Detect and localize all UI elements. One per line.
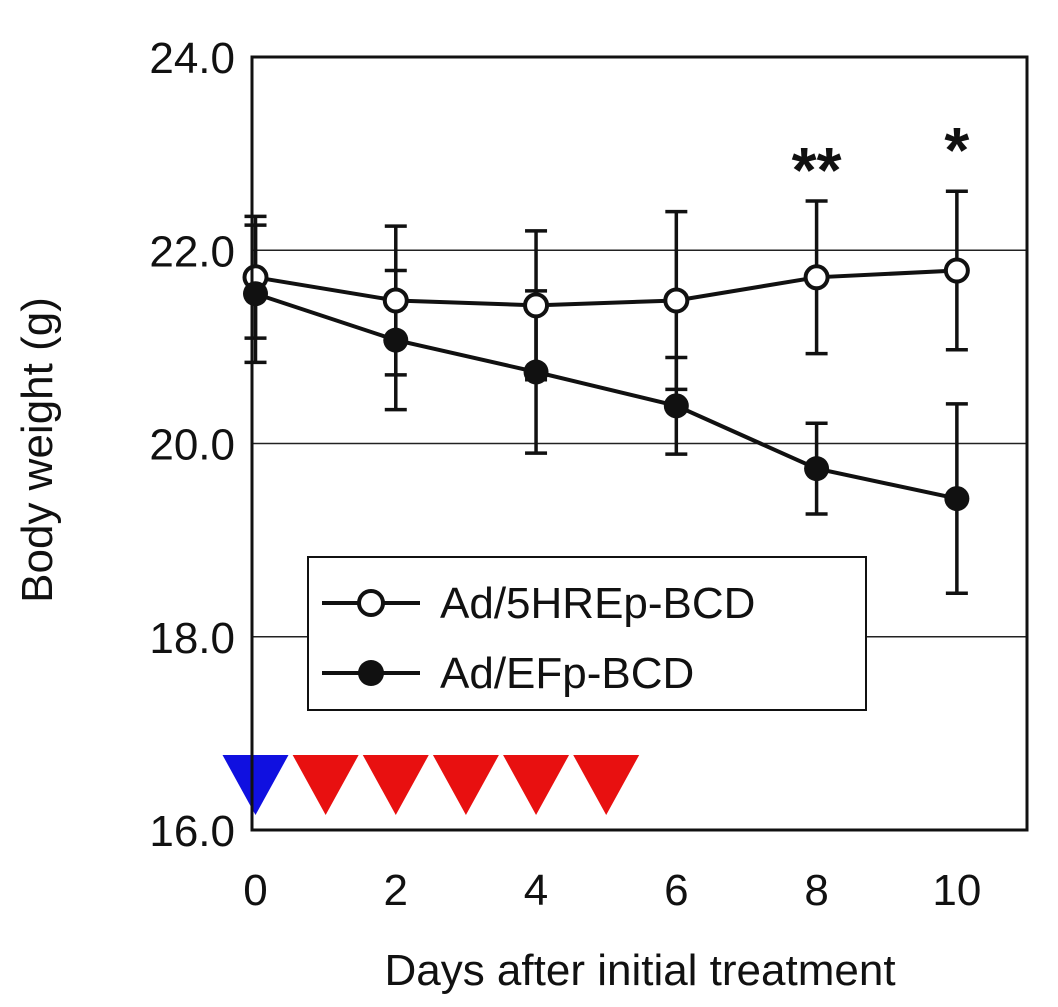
treatment-triangle bbox=[292, 755, 359, 815]
x-tick-labels: 0 2 4 6 8 10 bbox=[243, 866, 981, 915]
y-tick-label: 22.0 bbox=[149, 227, 235, 276]
treatment-triangle bbox=[362, 755, 429, 815]
y-tick-label: 24.0 bbox=[149, 34, 235, 83]
data-point-filled bbox=[804, 456, 830, 482]
y-axis-label: Body weight (g) bbox=[13, 297, 62, 603]
x-tick-label: 2 bbox=[384, 866, 408, 915]
x-tick-label: 8 bbox=[804, 866, 828, 915]
treatment-triangle bbox=[222, 755, 289, 815]
legend-marker-filled bbox=[358, 660, 384, 686]
data-point-filled bbox=[383, 327, 409, 353]
data-point-filled bbox=[663, 393, 689, 419]
series-lines bbox=[254, 268, 958, 501]
legend-box bbox=[307, 556, 867, 711]
plot-frame bbox=[250, 55, 1029, 832]
y-tick-labels: 16.0 18.0 20.0 22.0 24.0 bbox=[149, 34, 235, 856]
x-tick-label: 10 bbox=[932, 866, 981, 915]
series-line bbox=[254, 291, 958, 501]
series-line bbox=[255, 268, 957, 308]
data-point-open bbox=[803, 264, 830, 291]
treatment-triangle bbox=[503, 755, 570, 815]
legend: Ad/5HREp-BCD Ad/EFp-BCD bbox=[307, 556, 867, 711]
x-tick-label: 6 bbox=[664, 866, 688, 915]
legend-marker-open bbox=[357, 589, 385, 617]
data-point-open bbox=[523, 292, 550, 319]
data-points bbox=[242, 257, 970, 512]
legend-label-filled: Ad/EFp-BCD bbox=[440, 649, 694, 698]
data-point-open bbox=[943, 257, 970, 284]
data-point-open bbox=[663, 287, 690, 314]
y-tick-label: 20.0 bbox=[149, 421, 235, 470]
y-tick-label: 16.0 bbox=[149, 807, 235, 856]
treatment-markers bbox=[222, 755, 640, 815]
treatment-triangle bbox=[573, 755, 640, 815]
data-point-filled bbox=[523, 359, 549, 385]
significance-annotations: ** * bbox=[792, 114, 970, 206]
legend-label-open: Ad/5HREp-BCD bbox=[440, 579, 755, 628]
data-point-filled bbox=[243, 281, 269, 307]
x-axis-label: Days after initial treatment bbox=[384, 946, 895, 995]
data-point-filled bbox=[944, 486, 970, 512]
x-tick-label: 4 bbox=[524, 866, 548, 915]
error-bars bbox=[244, 189, 968, 596]
x-tick-label: 0 bbox=[243, 866, 267, 915]
significance-marker: ** bbox=[792, 134, 842, 206]
treatment-triangle bbox=[432, 755, 499, 815]
significance-marker: * bbox=[944, 114, 969, 186]
data-point-open bbox=[382, 287, 409, 314]
y-tick-label: 18.0 bbox=[149, 614, 235, 663]
